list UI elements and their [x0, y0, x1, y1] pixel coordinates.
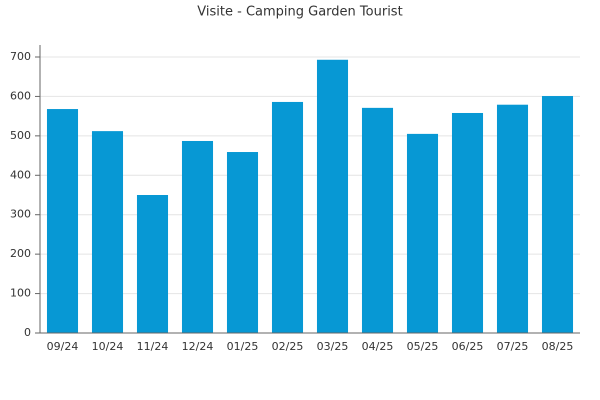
- y-tick-label: 100: [10, 287, 31, 300]
- x-tick-label: 12/24: [182, 340, 214, 353]
- bar: [496, 104, 529, 333]
- chart-title: Visite - Camping Garden Tourist: [197, 5, 402, 20]
- y-tick-label: 700: [10, 50, 31, 63]
- x-tick-label: 06/25: [452, 340, 484, 353]
- bar: [361, 107, 394, 333]
- bar: [136, 195, 169, 333]
- y-tick-label: 300: [10, 208, 31, 221]
- y-tick-label: 600: [10, 89, 31, 102]
- bar: [406, 133, 439, 333]
- bar: [541, 96, 574, 333]
- bar: [46, 109, 79, 333]
- x-tick-label: 10/24: [92, 340, 124, 353]
- x-tick-label: 08/25: [542, 340, 574, 353]
- x-tick-label: 03/25: [317, 340, 349, 353]
- y-tick-label: 0: [24, 326, 31, 339]
- x-tick-label: 07/25: [497, 340, 529, 353]
- y-tick-label: 500: [10, 129, 31, 142]
- bar: [451, 112, 484, 333]
- bar: [181, 140, 214, 333]
- bar: [271, 101, 304, 333]
- bar: [91, 131, 124, 333]
- x-tick-label: 02/25: [272, 340, 304, 353]
- y-tick-label: 400: [10, 168, 31, 181]
- x-tick-label: 05/25: [407, 340, 439, 353]
- bar: [226, 152, 259, 333]
- bar: [316, 59, 349, 333]
- x-tick-label: 01/25: [227, 340, 259, 353]
- x-tick-label: 11/24: [137, 340, 169, 353]
- x-tick-label: 04/25: [362, 340, 394, 353]
- y-tick-label: 200: [10, 247, 31, 260]
- x-tick-label: 09/24: [47, 340, 79, 353]
